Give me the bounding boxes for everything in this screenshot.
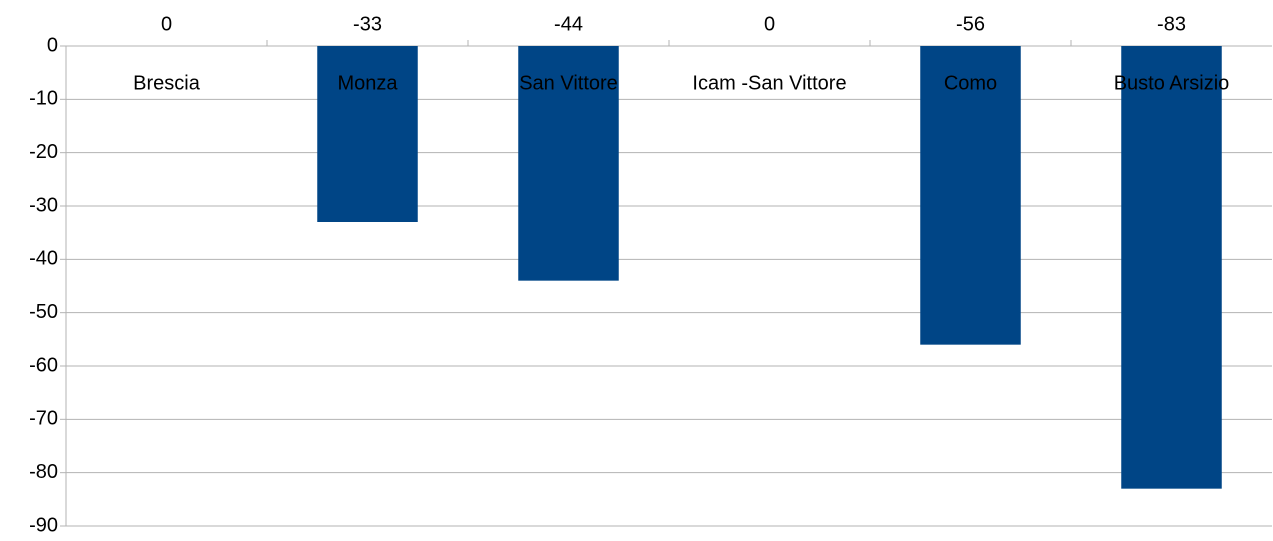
y-tick-label: -80 — [29, 461, 58, 483]
y-tick-label: 0 — [47, 34, 58, 56]
y-tick-label: -60 — [29, 354, 58, 376]
y-tick-label: -10 — [29, 88, 58, 110]
data-label: -44 — [554, 13, 583, 35]
x-tick-label: Icam -San Vittore — [692, 72, 846, 94]
y-tick-label: -30 — [29, 194, 58, 216]
x-tick-label: Como — [944, 72, 997, 94]
data-label: 0 — [764, 13, 775, 35]
y-tick-label: -50 — [29, 301, 58, 323]
x-tick-label: Busto Arsizio — [1114, 72, 1230, 94]
data-label: -83 — [1157, 13, 1186, 35]
bar — [1121, 46, 1222, 489]
data-label: -33 — [353, 13, 382, 35]
x-tick-label: San Vittore — [519, 72, 618, 94]
bar — [317, 46, 418, 222]
y-tick-label: -20 — [29, 141, 58, 163]
bar — [920, 46, 1021, 345]
x-tick-label: Monza — [337, 72, 398, 94]
bar — [518, 46, 619, 281]
x-tick-label: Brescia — [133, 72, 201, 94]
y-tick-label: -90 — [29, 514, 58, 536]
y-tick-label: -70 — [29, 408, 58, 430]
y-tick-label: -40 — [29, 248, 58, 270]
data-label: 0 — [161, 13, 172, 35]
data-label: -56 — [956, 13, 985, 35]
